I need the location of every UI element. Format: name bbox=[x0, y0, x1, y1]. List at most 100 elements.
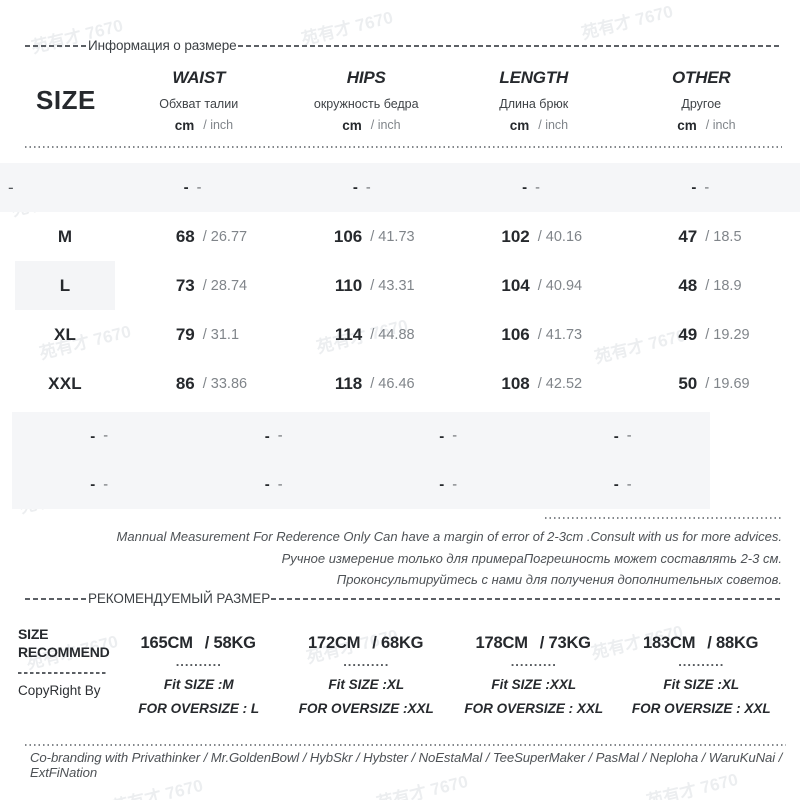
size-cell: XL bbox=[53, 324, 77, 344]
unit-inch: / inch bbox=[203, 118, 234, 132]
waist-cell: 79 / 31.1 bbox=[115, 310, 283, 359]
size-table-body: - -- -- -- -- M 68/ 26.77 106/ 41.73 102… bbox=[0, 163, 800, 408]
value-inch: / 40.16 bbox=[537, 228, 583, 245]
placeholder-cell: -- bbox=[12, 476, 187, 493]
value-inch: - bbox=[535, 179, 540, 196]
dash-bold: - bbox=[90, 427, 96, 445]
size-cell: - bbox=[8, 177, 14, 197]
weight-value: / 88KG bbox=[707, 634, 759, 652]
value-inch: / 40.94 bbox=[537, 277, 583, 294]
value-inch: / 18.9 bbox=[705, 277, 742, 294]
table-row-empty: -- -- -- -- bbox=[12, 463, 710, 507]
divider-dotted bbox=[25, 146, 782, 148]
value-cm: 73 bbox=[175, 275, 195, 295]
unit-inch: / inch bbox=[705, 118, 736, 132]
height-value: 178CM bbox=[475, 634, 528, 652]
other-cell: 48 / 18.9 bbox=[618, 261, 786, 310]
value-cm: - bbox=[522, 179, 528, 196]
column-subtitle: Длина брюк bbox=[499, 97, 569, 111]
dash-segment bbox=[25, 44, 87, 47]
column-subtitle: Обхват талии bbox=[159, 97, 239, 111]
waist-cell: -- bbox=[108, 163, 277, 212]
value-inch: / 46.46 bbox=[370, 375, 415, 392]
unit-cm: cm bbox=[509, 118, 530, 133]
hips-cell: 110 / 43.31 bbox=[283, 261, 451, 310]
dash-bold: - bbox=[613, 427, 619, 445]
column-header-length: LENGTH Длина брюк cm / inch bbox=[450, 58, 618, 146]
value-cm: 48 bbox=[678, 275, 698, 295]
value-inch: / 19.69 bbox=[705, 375, 750, 392]
dash-segment bbox=[25, 597, 87, 600]
value-inch: / 44.88 bbox=[370, 326, 415, 343]
table-row-empty: - -- -- -- -- bbox=[0, 163, 800, 212]
fit-size: Fit SIZE :M bbox=[163, 677, 234, 692]
value-cm: 79 bbox=[175, 324, 195, 344]
other-cell: 47 / 18.5 bbox=[618, 212, 786, 261]
dots-separator: .......... bbox=[510, 654, 557, 669]
hips-cell: -- bbox=[277, 163, 446, 212]
dash-bold: - bbox=[613, 476, 619, 494]
dots-separator: .......... bbox=[343, 654, 390, 669]
value-inch: / 42.52 bbox=[537, 375, 583, 392]
copyright-label: CopyRight By bbox=[18, 683, 101, 698]
weight-value: / 68KG bbox=[372, 634, 424, 652]
hips-cell: 118 / 46.46 bbox=[283, 359, 451, 408]
column-subtitle: окружность бедра bbox=[313, 97, 419, 111]
column-header-waist: WAIST Обхват талии cm / inch bbox=[115, 58, 283, 146]
placeholder-cell: -- bbox=[536, 428, 711, 445]
table-row-empty: -- -- -- -- bbox=[12, 414, 710, 458]
unit-inch: / inch bbox=[370, 118, 401, 132]
oversize-size: FOR OVERSIZE : XXL bbox=[631, 701, 771, 716]
value-inch: - bbox=[365, 179, 371, 196]
value-cm: 102 bbox=[501, 226, 530, 246]
oversize-size: FOR OVERSIZE : XXL bbox=[464, 701, 604, 716]
recommend-column-1: 165CM / 58KG .......... Fit SIZE :M FOR O… bbox=[115, 620, 283, 716]
unit-cm: cm bbox=[342, 118, 362, 133]
oversize-size: FOR OVERSIZE : L bbox=[138, 701, 260, 716]
fit-size: Fit SIZE :XXL bbox=[491, 677, 577, 692]
placeholder-cell: -- bbox=[12, 428, 187, 445]
empty-rows-panel: -- -- -- -- -- -- -- -- bbox=[12, 412, 710, 509]
recommend-title: РЕКОМЕНДУЕМЫЙ РАЗМЕР bbox=[88, 591, 271, 606]
table-row-xl: XL 79 / 31.1 114 / 44.88 106 / 41.73 49 / 19… bbox=[0, 310, 800, 359]
size-recommend-label-line2: RECOMMEND bbox=[18, 644, 110, 660]
unit-inch: / inch bbox=[538, 118, 569, 132]
height-value: 172CM bbox=[308, 634, 361, 652]
dash-light: - bbox=[452, 428, 458, 445]
value-cm: - bbox=[352, 179, 358, 196]
dash-bold: - bbox=[439, 476, 445, 494]
column-title: HIPS bbox=[346, 68, 386, 87]
placeholder-cell: -- bbox=[187, 476, 362, 493]
value-cm: 86 bbox=[175, 373, 195, 393]
oversize-size: FOR OVERSIZE :XXL bbox=[298, 701, 434, 716]
column-header-hips: HIPS окружность бедра cm / inch bbox=[283, 58, 451, 146]
unit-cm: cm bbox=[174, 118, 195, 133]
waist-cell: 86 / 33.86 bbox=[115, 359, 283, 408]
table-row-l: L 73 / 28.74 110 / 43.31 104 / 40.94 48 / 18… bbox=[0, 261, 800, 310]
dash-segment bbox=[271, 597, 782, 600]
dash-segment bbox=[18, 672, 106, 674]
value-inch: / 41.73 bbox=[537, 326, 583, 343]
placeholder-cell: -- bbox=[361, 428, 536, 445]
column-title: WAIST bbox=[172, 68, 226, 87]
recommend-column-3: 178CM / 73KG .......... Fit SIZE :XXL FOR… bbox=[450, 620, 618, 716]
placeholder-cell: -- bbox=[361, 476, 536, 493]
value-cm: 106 bbox=[501, 324, 530, 344]
value-inch: / 33.86 bbox=[202, 375, 248, 392]
height-value: 165CM bbox=[140, 634, 193, 652]
hips-cell: 106 / 41.73 bbox=[283, 212, 451, 261]
dots-separator: .......... bbox=[678, 654, 725, 669]
value-cm: 110 bbox=[334, 275, 363, 295]
length-cell: 102 / 40.16 bbox=[450, 212, 618, 261]
value-cm: 50 bbox=[678, 373, 698, 393]
divider-dotted-short bbox=[545, 517, 782, 519]
note-line: Проконсультируйтесь с нами для получения… bbox=[336, 572, 782, 587]
co-branding-text: Co-branding with Privathinker / Mr.Golde… bbox=[30, 750, 783, 780]
length-cell: 108 / 42.52 bbox=[450, 359, 618, 408]
size-cell-highlighted: L bbox=[15, 261, 115, 310]
value-cm: 106 bbox=[333, 226, 363, 246]
value-inch: / 19.29 bbox=[705, 326, 750, 343]
value-inch: / 26.77 bbox=[202, 228, 248, 245]
value-inch: / 18.5 bbox=[705, 228, 742, 245]
recommend-column-4: 183CM / 88KG .......... Fit SIZE :XL FOR … bbox=[618, 620, 786, 716]
